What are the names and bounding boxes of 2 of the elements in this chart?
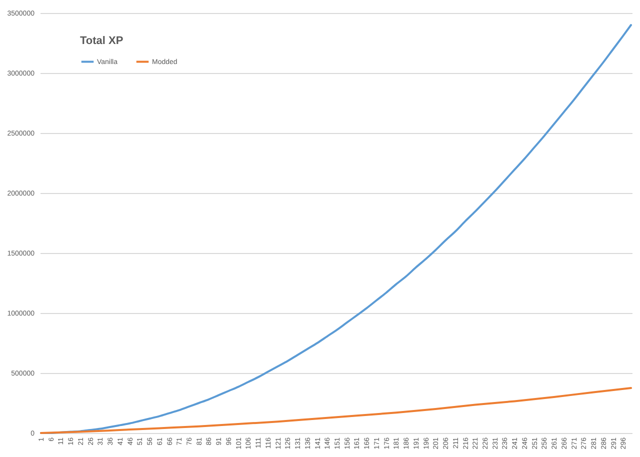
text: Total XP (80, 35, 124, 47)
line-series (40, 387, 632, 434)
